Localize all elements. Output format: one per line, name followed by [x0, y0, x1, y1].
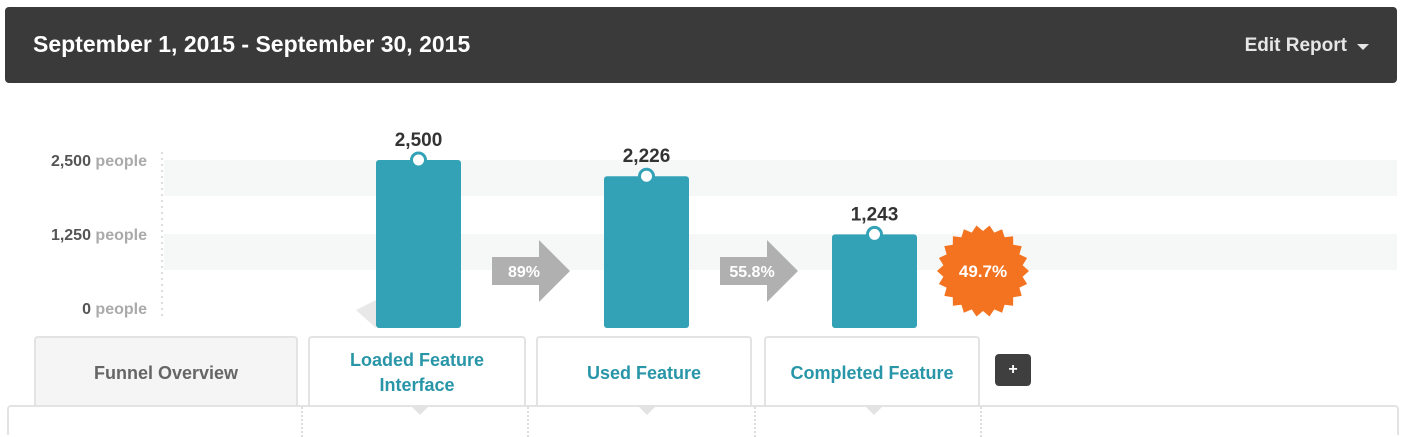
- tab-loaded-feature-interface-label: Loaded Feature Interface: [349, 350, 485, 395]
- conversion-rate-label: 89%: [508, 264, 540, 281]
- tab-pointer: [411, 406, 429, 415]
- edit-report-label: Edit Report: [1244, 35, 1347, 56]
- bar-marker: [410, 151, 427, 169]
- conversion-rate-label: 55.8%: [729, 264, 774, 281]
- edit-report-dropdown[interactable]: Edit Report: [1245, 35, 1369, 57]
- panel-divider: [754, 407, 756, 437]
- overall-conversion-badge: [937, 225, 1029, 317]
- tab-completed-feature-label: Completed Feature: [790, 362, 954, 383]
- overall-conversion-label: 49.7%: [959, 262, 1007, 281]
- add-step-button[interactable]: +: [995, 354, 1031, 386]
- date-range-title: September 1, 2015 - September 30, 2015: [33, 31, 471, 57]
- conversion-arrow: [492, 240, 570, 302]
- bar-marker: [866, 225, 883, 243]
- y-tick-label: 1,250 people: [51, 227, 147, 244]
- conversion-arrow: [720, 240, 798, 302]
- tab-pointer: [865, 406, 883, 415]
- panel-divider: [301, 407, 303, 437]
- bar-shadow: [356, 300, 376, 328]
- funnel-bar: [832, 234, 917, 328]
- y-tick-label: 2,500 people: [51, 153, 147, 170]
- tab-used-feature-label: Used Feature: [586, 362, 702, 383]
- panel-divider: [527, 407, 529, 437]
- report-header: September 1, 2015 - September 30, 2015 E…: [5, 7, 1397, 83]
- tab-loaded-feature-interface[interactable]: Loaded Feature Interface: [308, 336, 526, 408]
- tab-pointer: [638, 406, 656, 415]
- funnel-bar: [376, 160, 461, 328]
- panel-divider: [980, 407, 982, 437]
- tab-completed-feature[interactable]: Completed Feature: [764, 336, 980, 408]
- tab-funnel-overview[interactable]: Funnel Overview: [34, 336, 298, 408]
- y-tick-label: 0 people: [82, 301, 147, 318]
- tab-used-feature[interactable]: Used Feature: [536, 336, 752, 408]
- bar-value-label: 2,500: [395, 130, 443, 151]
- bar-marker: [638, 167, 655, 185]
- tab-funnel-overview-label: Funnel Overview: [93, 362, 239, 383]
- chevron-down-icon: [1357, 44, 1369, 50]
- funnel-bar: [604, 176, 689, 328]
- funnel-chart: 2,500 people 1,250 people 0 people 2,500 2,2…: [51, 130, 1397, 328]
- bar-value-label: 1,243: [851, 204, 899, 225]
- grid-band: [164, 160, 1397, 196]
- funnel-detail-panel: [7, 405, 1399, 437]
- bar-value-label: 2,226: [623, 146, 671, 167]
